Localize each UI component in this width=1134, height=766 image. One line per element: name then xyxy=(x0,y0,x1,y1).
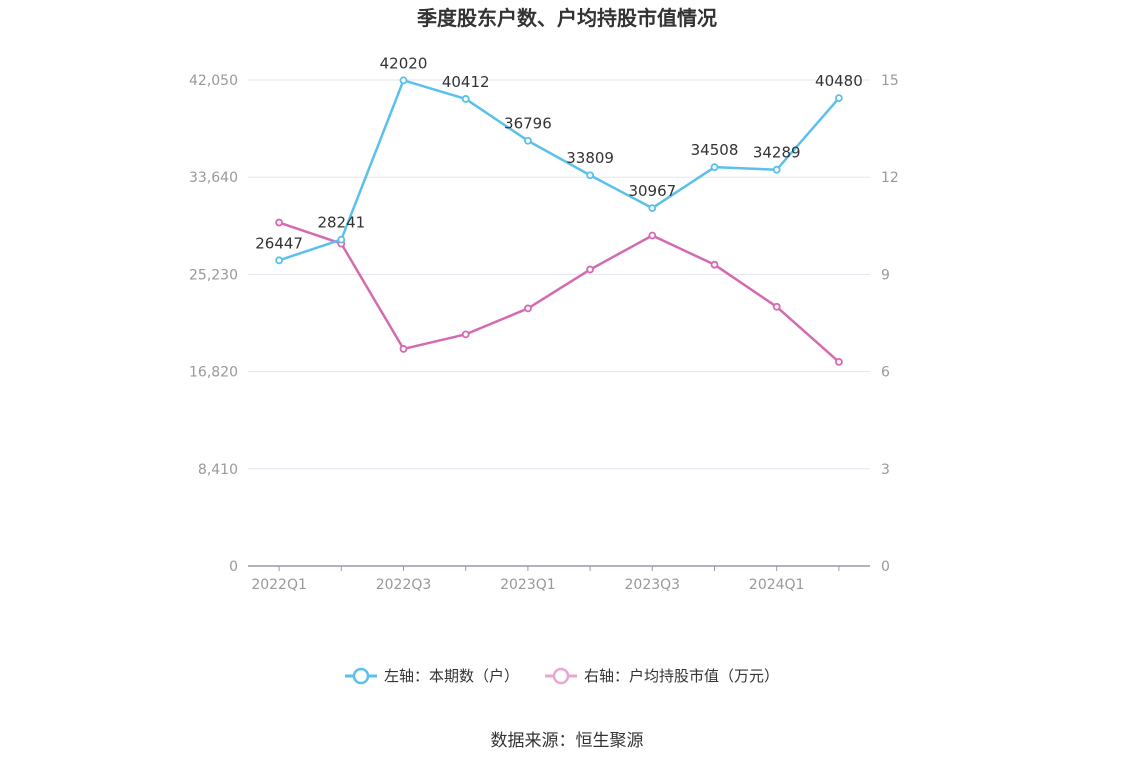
left-tick-label: 8,410 xyxy=(198,462,238,478)
data-point[interactable] xyxy=(399,345,408,353)
left-tick-label: 0 xyxy=(229,559,238,575)
data-labels: 26447 28241 42020 40412 36796 33809 30967 34508… xyxy=(255,54,863,252)
data-point[interactable] xyxy=(524,304,532,313)
data-point[interactable] xyxy=(586,171,594,180)
data-label: 28241 xyxy=(317,214,365,232)
x-axis: 2022Q1 2022Q3 2023Q1 2023Q3 2024Q1 xyxy=(248,565,870,593)
data-label: 42020 xyxy=(380,54,428,72)
data-label: 40412 xyxy=(442,73,490,91)
legend-item-1[interactable]: 右轴：户均持股市值（万元） xyxy=(545,667,779,685)
series-lines xyxy=(275,76,843,366)
gridlines xyxy=(248,79,870,470)
data-point[interactable] xyxy=(399,76,408,85)
data-point[interactable] xyxy=(524,136,532,145)
legend[interactable]: 左轴：本期数（户） 右轴：户均持股市值（万元） xyxy=(345,667,779,685)
right-tick-label: 9 xyxy=(881,267,890,283)
data-point[interactable] xyxy=(648,231,657,240)
data-label: 30967 xyxy=(628,182,676,200)
data-label: 40480 xyxy=(815,72,863,90)
data-point[interactable] xyxy=(337,235,346,244)
data-point[interactable] xyxy=(275,256,284,265)
data-label: 26447 xyxy=(255,234,303,252)
left-tick-label: 25,230 xyxy=(189,267,238,283)
data-point[interactable] xyxy=(772,165,781,174)
data-point[interactable] xyxy=(648,204,657,212)
x-tick-label: 2022Q1 xyxy=(251,577,307,593)
chart-title: 季度股东户数、户均持股市值情况 xyxy=(416,6,717,30)
right-tick-label: 6 xyxy=(881,365,890,381)
legend-label: 左轴：本期数（户） xyxy=(384,667,519,685)
data-point[interactable] xyxy=(772,302,781,311)
data-point[interactable] xyxy=(275,218,284,227)
legend-item-0[interactable]: 左轴：本期数（户） xyxy=(345,667,519,685)
right-axis: 0 3 6 9 12 15 xyxy=(881,73,899,575)
series-line-1 xyxy=(278,221,840,363)
legend-swatch-marker xyxy=(552,667,570,685)
right-tick-label: 0 xyxy=(881,559,890,575)
series-line-0 xyxy=(278,79,840,262)
left-tick-label: 33,640 xyxy=(189,170,238,186)
left-tick-label: 42,050 xyxy=(189,73,238,89)
legend-swatch-marker xyxy=(352,667,370,685)
left-axis: 0 8,410 16,820 25,230 33,640 42,050 xyxy=(189,73,238,575)
source-note: 数据来源：恒生聚源 xyxy=(491,731,644,751)
data-point[interactable] xyxy=(461,330,470,339)
data-point[interactable] xyxy=(710,163,719,172)
data-label: 33809 xyxy=(566,149,614,167)
right-tick-label: 3 xyxy=(881,462,890,478)
x-tick-label: 2024Q1 xyxy=(749,577,805,593)
legend-label: 右轴：户均持股市值（万元） xyxy=(584,667,779,685)
data-label: 34289 xyxy=(753,144,801,162)
data-point[interactable] xyxy=(835,357,843,366)
data-label: 36796 xyxy=(504,115,552,133)
x-tick-label: 2022Q3 xyxy=(376,577,432,593)
data-point[interactable] xyxy=(835,94,843,103)
x-tick-label: 2023Q1 xyxy=(500,577,556,593)
right-tick-label: 12 xyxy=(881,170,899,186)
data-point[interactable] xyxy=(710,260,719,269)
data-point[interactable] xyxy=(586,265,594,274)
data-point[interactable] xyxy=(461,95,470,103)
right-tick-label: 15 xyxy=(881,73,899,89)
left-tick-label: 16,820 xyxy=(189,365,238,381)
x-tick-label: 2023Q3 xyxy=(625,577,681,593)
data-label: 34508 xyxy=(691,141,739,159)
